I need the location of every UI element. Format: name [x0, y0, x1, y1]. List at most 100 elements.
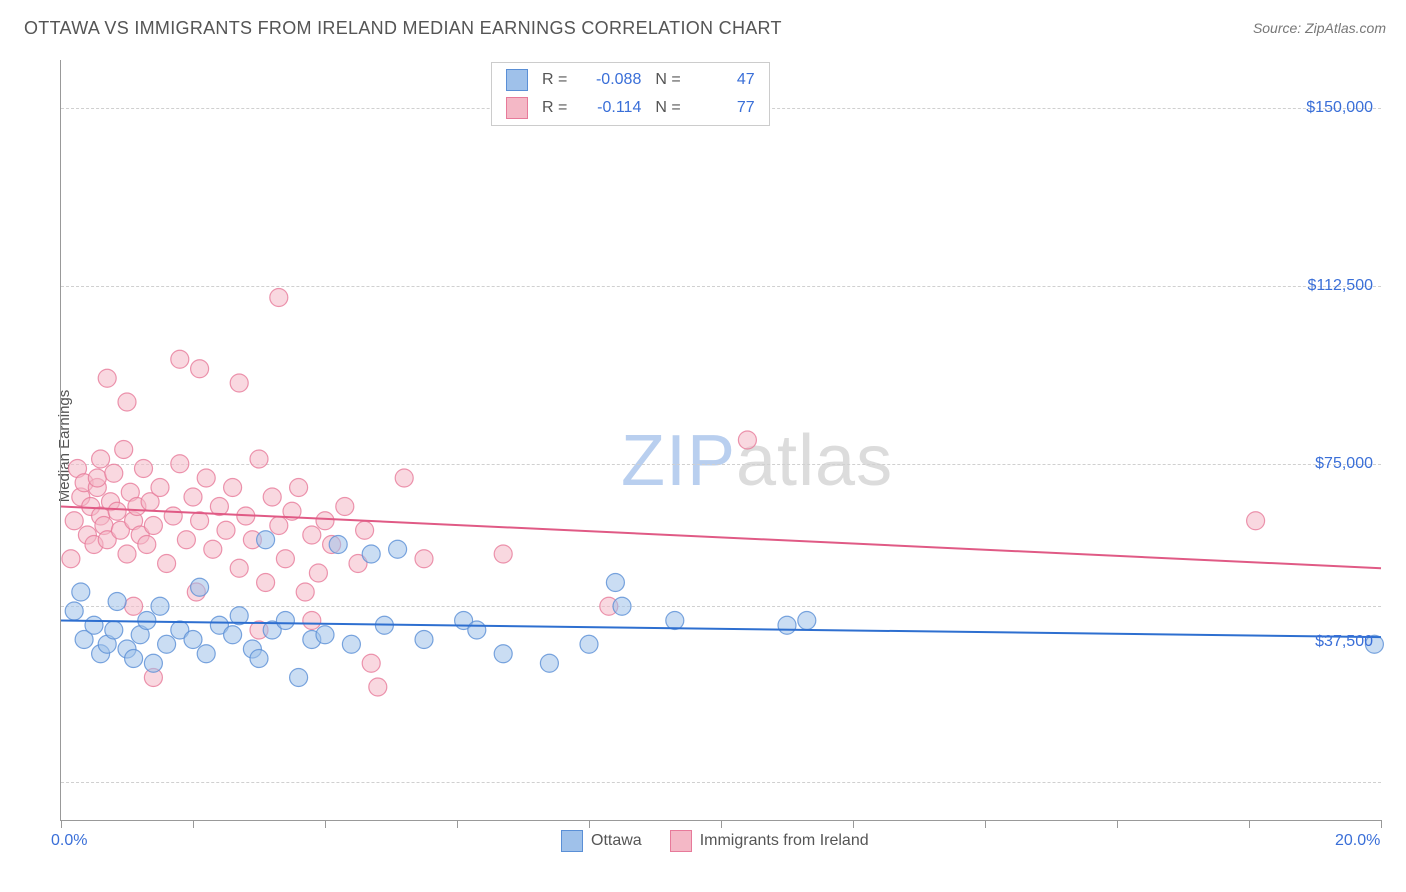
data-point — [171, 350, 189, 368]
legend-series-label: Ottawa — [591, 832, 642, 850]
data-point — [184, 631, 202, 649]
legend-n-label: N = — [655, 99, 680, 117]
y-tick-label: $37,500 — [1315, 633, 1373, 651]
data-point — [342, 635, 360, 653]
data-point — [316, 512, 334, 530]
data-point — [666, 612, 684, 630]
data-point — [230, 374, 248, 392]
data-point — [65, 512, 83, 530]
data-point — [138, 612, 156, 630]
data-point — [204, 540, 222, 558]
data-point — [798, 612, 816, 630]
data-point — [105, 621, 123, 639]
data-point — [290, 669, 308, 687]
x-tick — [193, 820, 194, 828]
x-tick — [589, 820, 590, 828]
data-point — [303, 526, 321, 544]
data-point — [177, 531, 195, 549]
data-point — [144, 654, 162, 672]
legend-top-row: R =-0.114N =77 — [506, 97, 755, 119]
legend-series-label: Immigrants from Ireland — [700, 832, 869, 850]
chart-svg — [61, 60, 1381, 820]
data-point — [224, 626, 242, 644]
legend-n-value: 77 — [695, 99, 755, 117]
data-point — [108, 502, 126, 520]
data-point — [606, 574, 624, 592]
data-point — [118, 393, 136, 411]
legend-n-label: N = — [655, 71, 680, 89]
x-tick — [325, 820, 326, 828]
legend-n-value: 47 — [695, 71, 755, 89]
x-tick — [1249, 820, 1250, 828]
legend-swatch — [506, 69, 528, 91]
x-tick — [985, 820, 986, 828]
data-point — [369, 678, 387, 696]
data-point — [184, 488, 202, 506]
data-point — [316, 626, 334, 644]
data-point — [92, 450, 110, 468]
data-point — [98, 369, 116, 387]
data-point — [276, 550, 294, 568]
y-tick-label: $112,500 — [1307, 277, 1373, 295]
data-point — [108, 593, 126, 611]
data-point — [158, 635, 176, 653]
data-point — [191, 578, 209, 596]
data-point — [197, 645, 215, 663]
x-tick — [1381, 820, 1382, 828]
legend-bottom-item: Immigrants from Ireland — [670, 830, 869, 852]
data-point — [356, 521, 374, 539]
legend-r-value: -0.114 — [581, 99, 641, 117]
chart-plot-area: ZIPatlas R =-0.088N =47R =-0.114N =77 Ot… — [60, 60, 1381, 821]
data-point — [144, 517, 162, 535]
data-point — [250, 450, 268, 468]
data-point — [415, 550, 433, 568]
data-point — [540, 654, 558, 672]
data-point — [217, 521, 235, 539]
data-point — [125, 650, 143, 668]
data-point — [62, 550, 80, 568]
data-point — [230, 559, 248, 577]
data-point — [164, 507, 182, 525]
data-point — [158, 555, 176, 573]
data-point — [290, 479, 308, 497]
legend-r-label: R = — [542, 71, 567, 89]
data-point — [276, 612, 294, 630]
legend-bottom-item: Ottawa — [561, 830, 642, 852]
data-point — [250, 650, 268, 668]
x-tick — [721, 820, 722, 828]
data-point — [135, 460, 153, 478]
data-point — [778, 616, 796, 634]
data-point — [88, 469, 106, 487]
data-point — [415, 631, 433, 649]
legend-r-value: -0.088 — [581, 71, 641, 89]
data-point — [468, 621, 486, 639]
legend-swatch — [670, 830, 692, 852]
chart-title: OTTAWA VS IMMIGRANTS FROM IRELAND MEDIAN… — [24, 18, 782, 39]
legend-top: R =-0.088N =47R =-0.114N =77 — [491, 62, 770, 126]
legend-swatch — [506, 97, 528, 119]
data-point — [494, 545, 512, 563]
y-tick-label: $150,000 — [1306, 99, 1373, 117]
data-point — [296, 583, 314, 601]
data-point — [309, 564, 327, 582]
data-point — [395, 469, 413, 487]
data-point — [494, 645, 512, 663]
data-point — [580, 635, 598, 653]
data-point — [362, 654, 380, 672]
x-tick-label: 20.0% — [1335, 832, 1380, 850]
legend-bottom: Ottawa Immigrants from Ireland — [561, 830, 869, 852]
data-point — [257, 531, 275, 549]
legend-swatch — [561, 830, 583, 852]
data-point — [224, 479, 242, 497]
data-point — [191, 360, 209, 378]
data-point — [125, 597, 143, 615]
data-point — [85, 616, 103, 634]
data-point — [171, 455, 189, 473]
data-point — [270, 289, 288, 307]
data-point — [151, 479, 169, 497]
data-point — [362, 545, 380, 563]
data-point — [270, 517, 288, 535]
data-point — [105, 464, 123, 482]
data-point — [1247, 512, 1265, 530]
data-point — [336, 498, 354, 516]
